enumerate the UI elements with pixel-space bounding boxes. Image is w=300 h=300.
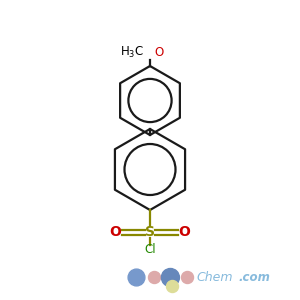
Circle shape	[167, 280, 178, 292]
Text: S: S	[145, 226, 155, 239]
Text: H$_3$C: H$_3$C	[120, 45, 144, 60]
Text: Cl: Cl	[144, 243, 156, 256]
Circle shape	[182, 272, 194, 284]
Text: Chem: Chem	[196, 271, 233, 284]
Text: O: O	[154, 46, 164, 59]
Text: O: O	[178, 226, 190, 239]
Text: O: O	[110, 226, 122, 239]
Text: .com: .com	[238, 271, 270, 284]
Circle shape	[128, 269, 145, 286]
Circle shape	[148, 272, 160, 284]
Circle shape	[161, 268, 179, 286]
